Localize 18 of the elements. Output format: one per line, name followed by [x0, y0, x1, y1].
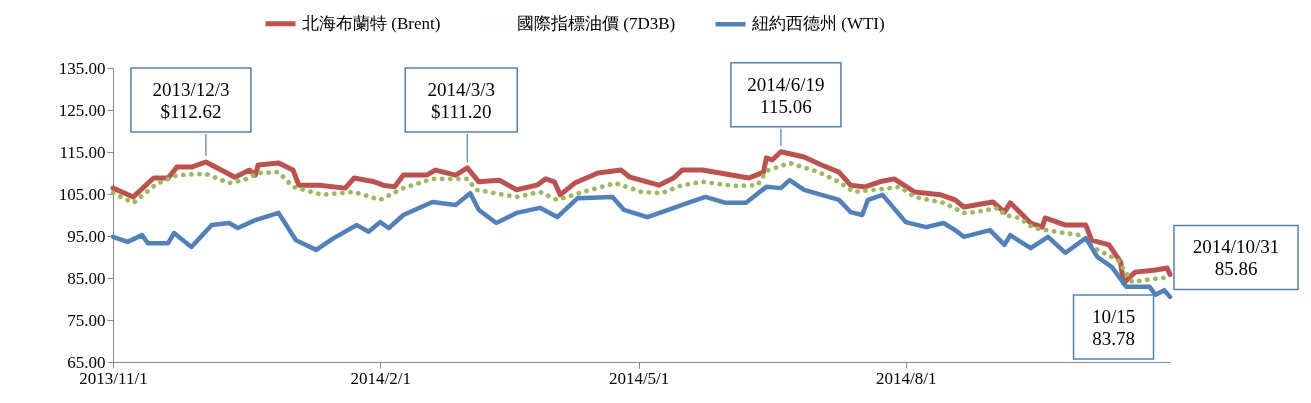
annotation: 2014/6/19 115.06: [747, 73, 825, 117]
x-tick-label: 2014/2/1: [350, 368, 411, 388]
x-tick-label: 2014/5/1: [608, 368, 670, 388]
y-tick-label: 95.00: [67, 226, 106, 246]
annotation: 2014/3/3 $111.20: [427, 78, 496, 122]
annotation: 2013/12/3 $112.62: [152, 79, 230, 122]
y-tick-label: 85.00: [67, 268, 106, 288]
y-tick-label: 125.00: [58, 100, 106, 120]
legend-label: 國際指標油價 (7D3B): [517, 14, 676, 33]
y-tick-label: 115.00: [59, 142, 106, 162]
annotation: 2014/10/31 85.86: [1192, 236, 1280, 280]
y-tick-label: 105.00: [58, 184, 106, 204]
legend-label: 紐約西德州 (WTI): [751, 14, 885, 34]
y-tick-label: 75.00: [67, 310, 106, 330]
legend-label: 北海布蘭特 (Brent): [302, 13, 441, 33]
annotation: 10/15 83.78: [1091, 306, 1136, 350]
y-tick-label: 135.00: [58, 58, 106, 78]
x-tick-label: 2014/8/1: [876, 368, 937, 388]
